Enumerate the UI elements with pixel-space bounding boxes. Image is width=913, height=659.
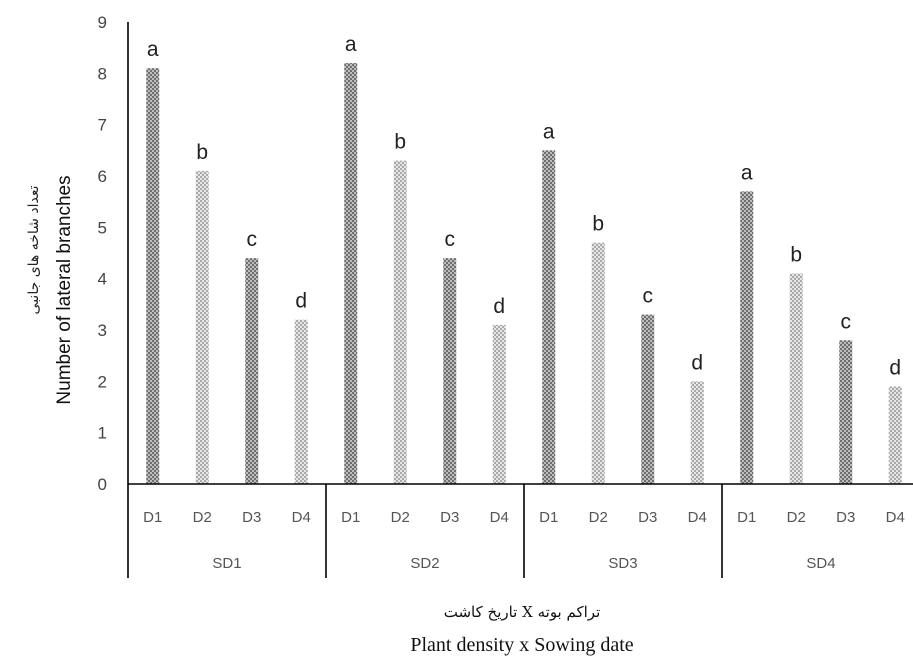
bars: [146, 63, 902, 485]
group-labels: SD1 SD2 SD3 SD4: [212, 555, 835, 572]
data-label: d: [493, 295, 505, 318]
y-tick-label: 5: [98, 218, 107, 237]
bar-sd1-d4: [294, 319, 308, 484]
bar-sd4-d2: [789, 273, 803, 484]
category-label: D4: [886, 509, 905, 526]
x-axis-title-fa: تراکم بوته X تاریخ کاشت: [444, 603, 601, 621]
category-label: D1: [143, 509, 162, 526]
group-label-sd1: SD1: [212, 555, 241, 572]
y-tick-label: 3: [98, 321, 107, 340]
data-label: a: [147, 38, 159, 61]
category-label: D2: [193, 509, 212, 526]
bar-sd2-d4: [492, 324, 506, 484]
bar-sd2-d1: [344, 63, 358, 485]
data-label: c: [445, 228, 456, 251]
y-tick-label: 4: [98, 270, 107, 289]
bar-sd4-d3: [839, 340, 853, 484]
bar-sd4-d1: [740, 191, 754, 484]
category-label: D2: [589, 509, 608, 526]
bar-sd3-d3: [641, 314, 655, 484]
data-label: a: [345, 33, 357, 56]
data-label: b: [790, 244, 802, 267]
category-label: D2: [391, 509, 410, 526]
data-label: c: [247, 228, 258, 251]
data-label: a: [543, 120, 555, 143]
data-labels: a b c d a b c d a b c d a b c d: [147, 33, 901, 379]
bar-sd3-d2: [591, 242, 605, 484]
bar-sd2-d3: [443, 258, 457, 484]
y-tick-label: 8: [98, 64, 107, 83]
bar-sd4-d4: [888, 386, 902, 484]
category-label: D4: [688, 509, 707, 526]
data-label: d: [295, 290, 307, 313]
category-label: D1: [539, 509, 558, 526]
data-label: b: [592, 213, 604, 236]
bar-sd2-d2: [393, 160, 407, 484]
data-label: c: [643, 285, 654, 308]
category-label: D4: [490, 509, 509, 526]
category-label: D4: [292, 509, 311, 526]
y-tick-label: 2: [98, 372, 107, 391]
y-tick-label: 7: [98, 116, 107, 135]
data-label: d: [889, 356, 901, 379]
data-label: b: [394, 131, 406, 154]
category-labels: D1 D2 D3 D4 D1 D2 D3 D4 D1 D2 D3 D4 D1 D2 D3 D4: [143, 509, 905, 526]
y-tick-label: 1: [98, 424, 107, 443]
data-label: c: [841, 310, 852, 333]
data-label: a: [741, 161, 753, 184]
category-label: D3: [638, 509, 657, 526]
y-tick-label: 9: [98, 13, 107, 32]
bar-sd1-d3: [245, 258, 259, 484]
category-label: D3: [836, 509, 855, 526]
group-label-sd2: SD2: [410, 555, 439, 572]
data-label: d: [691, 351, 703, 374]
y-tick-label: 6: [98, 167, 107, 186]
y-axis-ticks: 0 1 2 3 4 5 6 7 8 9: [98, 13, 107, 494]
group-label-sd3: SD3: [608, 555, 637, 572]
bar-sd1-d1: [146, 68, 160, 484]
x-axis-title: Plant density x Sowing date: [410, 634, 633, 656]
category-label: D3: [440, 509, 459, 526]
bar-sd3-d4: [690, 381, 704, 484]
group-label-sd4: SD4: [806, 555, 835, 572]
axes: [127, 22, 913, 578]
category-label: D1: [341, 509, 360, 526]
category-label: D2: [787, 509, 806, 526]
category-label: D3: [242, 509, 261, 526]
category-label: D1: [737, 509, 756, 526]
bar-sd1-d2: [195, 170, 209, 484]
y-axis-title: Number of lateral branches: [54, 175, 75, 404]
bar-sd3-d1: [542, 150, 556, 485]
y-axis-title-fa: تعداد شاخه های جانبی: [26, 185, 42, 314]
data-label: b: [196, 141, 208, 164]
y-tick-label: 0: [98, 475, 107, 494]
